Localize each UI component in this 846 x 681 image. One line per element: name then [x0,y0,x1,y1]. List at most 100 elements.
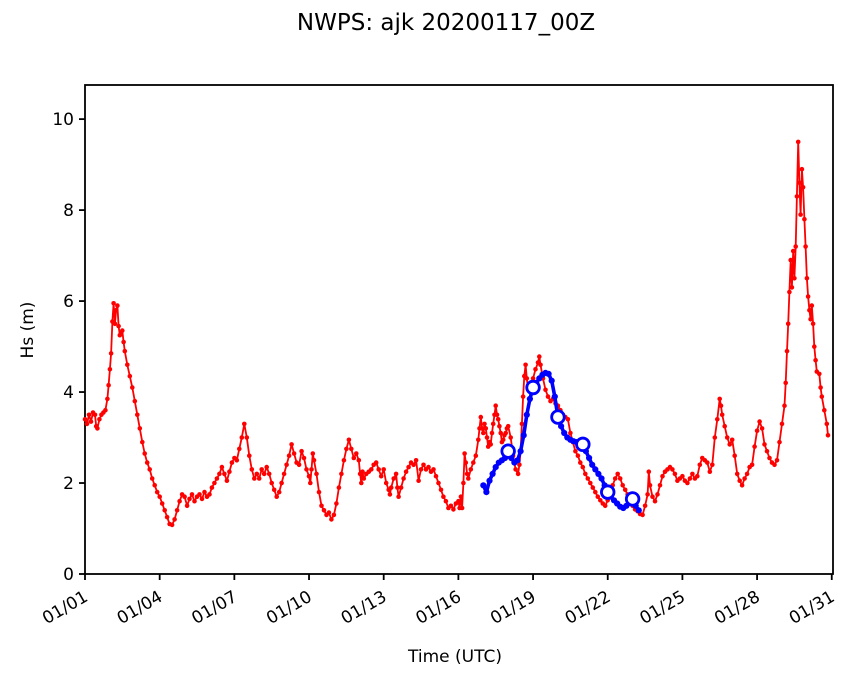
observations-marker [578,460,583,465]
observations-marker [229,460,235,465]
observations-marker [309,467,314,472]
observations-marker [398,485,404,490]
observations-marker [622,487,628,493]
observations-marker [326,510,332,515]
observations-marker [762,442,767,447]
observations-marker [650,494,655,500]
observations-marker [144,460,150,465]
observations-marker [530,376,536,381]
observations-marker [291,451,297,456]
observations-marker [568,430,573,436]
observations-marker [84,421,90,427]
observations-marker [113,307,119,313]
observations-marker [130,385,135,390]
observations-marker [212,480,217,486]
observations-marker [655,492,660,497]
observations-marker [505,423,511,429]
observations-marker [489,430,495,436]
observations-marker [356,458,362,463]
observations-marker [800,185,806,190]
observations-line [84,141,829,526]
observations-marker [640,512,645,518]
observations-marker [749,462,755,468]
observations-marker [459,505,465,511]
observations-marker [108,351,114,356]
observations-marker [588,480,593,486]
observations-marker [82,417,88,422]
series-observations [82,139,831,528]
observations-marker [810,321,816,327]
observations-marker [159,501,165,506]
observations-marker [361,476,367,481]
observations-marker [242,421,247,427]
observations-marker [112,321,118,327]
observations-marker [289,442,294,447]
observations-marker [789,285,795,290]
observations-marker [767,455,772,461]
observations-marker [490,421,496,427]
observations-marker [690,471,695,477]
observations-marker [817,371,822,377]
observations-marker [169,522,175,528]
observations-marker [197,492,202,497]
observations-marker [239,435,245,440]
y-tick-label: 4 [63,383,74,403]
model-forecast-marker [561,429,568,437]
model-forecast-marker [486,477,493,484]
observations-marker [103,407,108,413]
observations-marker [478,414,484,420]
observations-marker [824,421,830,427]
observations-marker [784,348,790,354]
observations-marker [448,503,454,509]
observations-marker [311,458,317,463]
observations-marker [162,508,167,513]
observations-marker [464,471,470,477]
daily-marker [624,491,641,507]
observations-marker [360,469,365,475]
observations-marker [438,487,444,493]
observations-marker [396,494,401,500]
observations-marker [451,507,456,512]
observations-marker [115,303,120,308]
observations-marker [177,498,182,504]
observations-marker [184,503,190,509]
observations-marker [172,517,177,522]
y-tick-label: 0 [63,565,74,585]
observations-marker [154,489,160,495]
observations-marker [436,480,441,486]
observations-marker [583,471,588,477]
observations-marker [646,469,652,475]
x-tick-label: 01/22 [562,587,614,629]
model-forecast-marker [592,466,599,473]
observations-marker [217,471,222,477]
observations-marker [825,433,831,438]
x-tick-label: 01/01 [39,587,91,629]
observations-marker [252,476,257,481]
observations-marker [538,362,543,368]
y-tick-label: 10 [52,110,74,130]
observations-marker [227,469,232,475]
observations-marker [739,483,745,488]
observations-marker [488,442,494,447]
observations-marker [122,348,128,354]
observations-marker [807,307,812,313]
observations-marker [805,294,811,299]
observations-marker [344,446,349,452]
observations-marker [645,492,650,497]
model-forecast-marker [483,489,490,496]
observations-marker [418,467,424,472]
daily-marker [550,409,566,425]
observations-marker [794,194,800,199]
observations-marker [121,339,126,345]
observations-marker [515,471,521,477]
model-forecast-marker [598,475,605,482]
observations-marker [797,180,802,186]
observations-marker [393,471,399,477]
observations-marker [752,444,757,449]
model-forecast-marker [589,461,596,468]
observations-marker [106,382,111,388]
observations-marker [757,419,762,424]
observations-marker [359,480,364,486]
